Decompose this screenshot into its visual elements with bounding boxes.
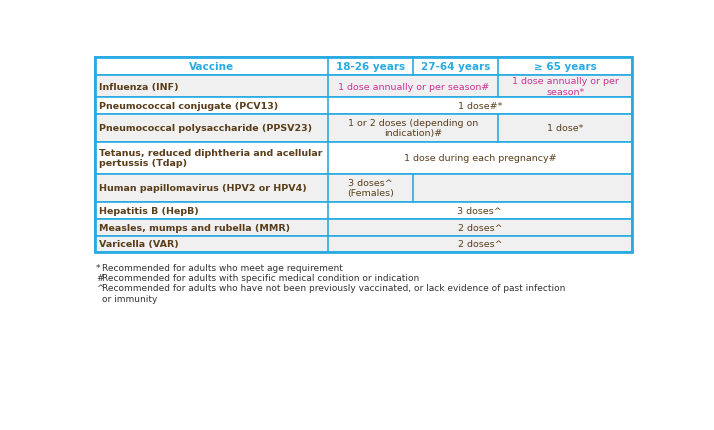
Bar	[96, 76, 632, 98]
Text: 1 dose*: 1 dose*	[547, 124, 583, 133]
Text: Vaccine: Vaccine	[189, 62, 234, 72]
Text: 2 doses^: 2 doses^	[458, 223, 502, 232]
Text: 27-64 years: 27-64 years	[421, 62, 491, 72]
Bar	[96, 58, 632, 76]
Text: Pneumococcal conjugate (PCV13): Pneumococcal conjugate (PCV13)	[99, 101, 278, 111]
Text: 2 doses^: 2 doses^	[458, 240, 502, 249]
Text: Tetanus, reduced diphtheria and acellular
pertussis (Tdap): Tetanus, reduced diphtheria and acellula…	[99, 149, 323, 168]
Text: Pneumococcal polysaccharide (PPSV23): Pneumococcal polysaccharide (PPSV23)	[99, 124, 313, 133]
Bar	[96, 175, 632, 202]
Text: 1 dose during each pregnancy#: 1 dose during each pregnancy#	[403, 154, 556, 163]
Text: 1 dose annually or per season#: 1 dose annually or per season#	[338, 83, 489, 92]
Text: #: #	[96, 273, 104, 283]
Text: Varicella (VAR): Varicella (VAR)	[99, 240, 179, 249]
Bar	[96, 98, 632, 114]
Text: Human papillomavirus (HPV2 or HPV4): Human papillomavirus (HPV2 or HPV4)	[99, 184, 307, 193]
Text: Measles, mumps and rubella (MMR): Measles, mumps and rubella (MMR)	[99, 223, 291, 232]
Text: ^: ^	[96, 284, 104, 292]
Bar	[96, 236, 632, 253]
Bar	[96, 202, 632, 219]
Text: 3 doses^
(Females): 3 doses^ (Females)	[347, 178, 394, 198]
Text: 1 dose annually or per
season*: 1 dose annually or per season*	[512, 77, 618, 97]
Text: Influenza (INF): Influenza (INF)	[99, 83, 179, 92]
Bar	[96, 58, 632, 253]
Bar	[96, 219, 632, 236]
Text: 1 dose#*: 1 dose#*	[458, 101, 502, 111]
Text: *: *	[96, 264, 101, 273]
Text: Recommended for adults who meet age requirement: Recommended for adults who meet age requ…	[102, 264, 343, 273]
Text: ≥ 65 years: ≥ 65 years	[534, 62, 596, 72]
Text: 1 or 2 doses (depending on
indication)#: 1 or 2 doses (depending on indication)#	[348, 119, 478, 138]
Bar	[96, 142, 632, 175]
Text: Recommended for adults who have not been previously vaccinated, or lack evidence: Recommended for adults who have not been…	[102, 284, 565, 303]
Text: 3 doses^: 3 doses^	[458, 206, 502, 215]
Bar	[96, 114, 632, 142]
Text: Hepatitis B (HepB): Hepatitis B (HepB)	[99, 206, 199, 215]
Text: Recommended for adults with specific medical condition or indication: Recommended for adults with specific med…	[102, 273, 420, 283]
Text: 18-26 years: 18-26 years	[336, 62, 405, 72]
